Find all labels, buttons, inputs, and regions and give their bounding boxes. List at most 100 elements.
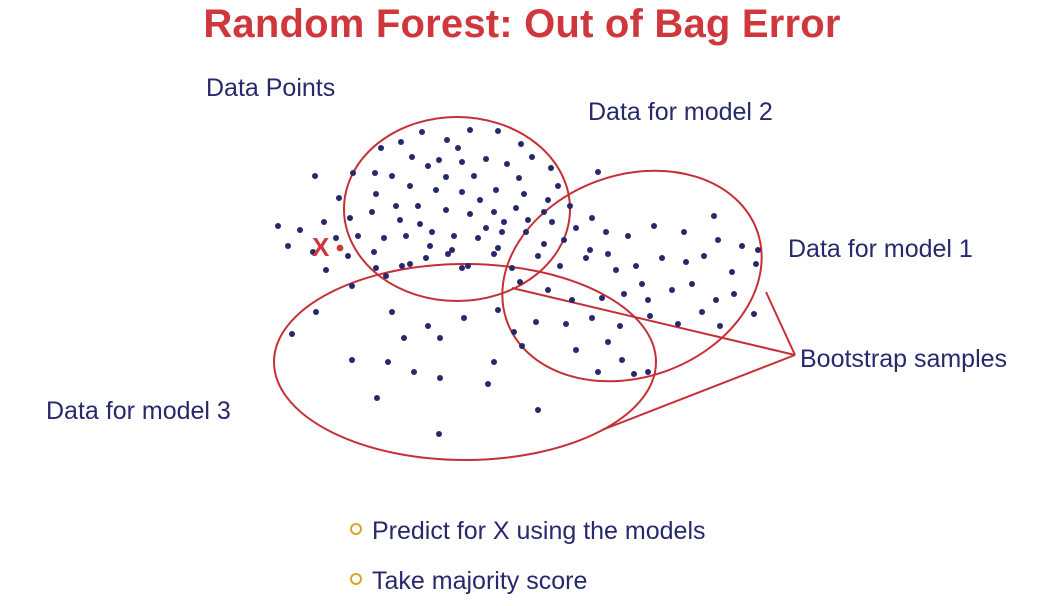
data-point [401, 335, 407, 341]
data-point [483, 225, 489, 231]
data-point [419, 129, 425, 135]
data-point [444, 137, 450, 143]
data-point [541, 209, 547, 215]
data-point [699, 309, 705, 315]
bullet-text: Take majority score [372, 567, 588, 595]
data-point [569, 297, 575, 303]
data-point [350, 170, 356, 176]
data-point [495, 128, 501, 134]
data-point [711, 213, 717, 219]
data-point [378, 145, 384, 151]
data-point [443, 207, 449, 213]
data-point [625, 233, 631, 239]
data-point [739, 243, 745, 249]
data-point [493, 187, 499, 193]
data-point [436, 431, 442, 437]
data-point [701, 253, 707, 259]
model3-ellipse [273, 263, 657, 461]
data-point [485, 381, 491, 387]
data-point [437, 375, 443, 381]
model1-label: Data for model 1 [788, 235, 973, 263]
bullet-item: Take majority score [350, 556, 706, 606]
data-point [372, 170, 378, 176]
data-point [425, 323, 431, 329]
callout-line-model3 [601, 354, 796, 431]
data-point [504, 161, 510, 167]
data-point [345, 253, 351, 259]
data-point [491, 251, 497, 257]
data-point [541, 241, 547, 247]
model1-ellipse [501, 169, 763, 383]
data-point [587, 247, 593, 253]
data-point [535, 253, 541, 259]
data-point [639, 281, 645, 287]
bullet-item: Predict for X using the models [350, 506, 706, 556]
data-point [349, 357, 355, 363]
data-point [417, 221, 423, 227]
data-point [645, 369, 651, 375]
model2-ellipse [343, 116, 571, 302]
callout-line-model2 [511, 287, 796, 356]
data-point [459, 159, 465, 165]
data-point [385, 359, 391, 365]
data-point [381, 235, 387, 241]
data-point [407, 183, 413, 189]
data-point [595, 169, 601, 175]
data-point [475, 235, 481, 241]
data-point [645, 297, 651, 303]
data-point [312, 173, 318, 179]
data-point [398, 139, 404, 145]
data-point [455, 145, 461, 151]
bootstrap-samples-label: Bootstrap samples [800, 345, 1008, 373]
data-point [459, 189, 465, 195]
data-point [689, 281, 695, 287]
data-point [631, 371, 637, 377]
data-point [561, 237, 567, 243]
data-point [495, 307, 501, 313]
data-point [465, 263, 471, 269]
data-point [659, 255, 665, 261]
bullet-list: Predict for X using the models Take majo… [350, 506, 706, 606]
data-point [491, 359, 497, 365]
data-point [491, 209, 497, 215]
model3-label: Data for model 3 [46, 397, 231, 425]
callout-line-model1 [765, 291, 796, 356]
data-point [599, 295, 605, 301]
data-point [535, 407, 541, 413]
data-point [621, 291, 627, 297]
data-point [501, 219, 507, 225]
data-point [275, 223, 281, 229]
data-point [369, 209, 375, 215]
data-point [495, 245, 501, 251]
x-point-marker [336, 244, 344, 252]
data-point [603, 229, 609, 235]
data-point [499, 229, 505, 235]
data-point [451, 233, 457, 239]
data-point [399, 263, 405, 269]
bullet-text: Predict for X using the models [372, 517, 706, 545]
data-point [383, 273, 389, 279]
data-point [533, 319, 539, 325]
data-point [336, 195, 342, 201]
data-point [323, 267, 329, 273]
data-point [557, 263, 563, 269]
data-point [651, 223, 657, 229]
hollow-circle-bullet-icon [350, 523, 362, 535]
data-point [545, 287, 551, 293]
data-point [683, 259, 689, 265]
data-point [518, 141, 524, 147]
model2-label: Data for model 2 [588, 98, 773, 126]
data-point [333, 235, 339, 241]
data-point [513, 205, 519, 211]
data-point [483, 156, 489, 162]
data-point [397, 217, 403, 223]
data-point [521, 191, 527, 197]
data-point [681, 229, 687, 235]
data-point [285, 243, 291, 249]
data-point [605, 251, 611, 257]
data-point [297, 227, 303, 233]
data-point [355, 233, 361, 239]
data-point [555, 183, 561, 189]
data-point [415, 203, 421, 209]
